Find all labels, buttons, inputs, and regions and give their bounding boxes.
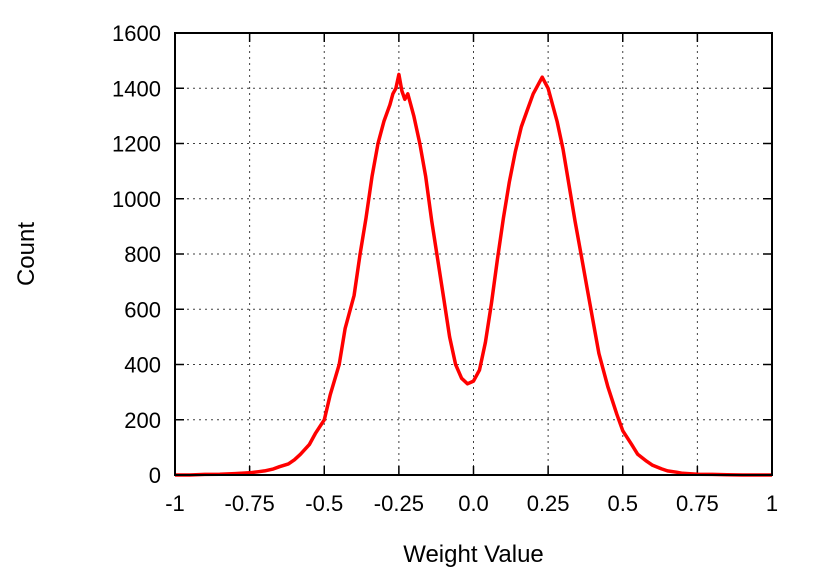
x-tick-label: 1 <box>766 491 778 516</box>
x-tick-label: -0.25 <box>374 491 424 516</box>
x-tick-label: -0.5 <box>305 491 343 516</box>
y-tick-label: 1600 <box>112 21 161 46</box>
x-axis-title: Weight Value <box>403 541 544 568</box>
x-tick-label: -1 <box>165 491 185 516</box>
series-line <box>175 72 772 477</box>
y-tick-label: 200 <box>124 408 161 433</box>
x-tick-label: 0.25 <box>527 491 570 516</box>
x-tick-label: 0.0 <box>458 491 489 516</box>
plot-frame <box>174 32 773 476</box>
y-tick-label: 800 <box>124 242 161 267</box>
y-tick-label: 1000 <box>112 187 161 212</box>
y-tick-label: 1200 <box>112 132 161 157</box>
y-tick-label: 0 <box>149 463 161 488</box>
y-tick-labels: 0 200 400 600 800 1000 1200 1400 1600 <box>112 21 161 488</box>
y-tick-label: 1400 <box>112 76 161 101</box>
x-tick-labels: -1 -0.75 -0.5 -0.25 0.0 0.25 0.5 0.75 1 <box>165 491 778 516</box>
y-tick-label: 600 <box>124 297 161 322</box>
y-tick-label: 400 <box>124 353 161 378</box>
x-tick-label: 0.75 <box>676 491 719 516</box>
y-axis-title: Count <box>13 222 40 286</box>
x-tick-label: 0.5 <box>607 491 638 516</box>
grid-lines <box>175 33 772 475</box>
x-tick-label: -0.75 <box>225 491 275 516</box>
